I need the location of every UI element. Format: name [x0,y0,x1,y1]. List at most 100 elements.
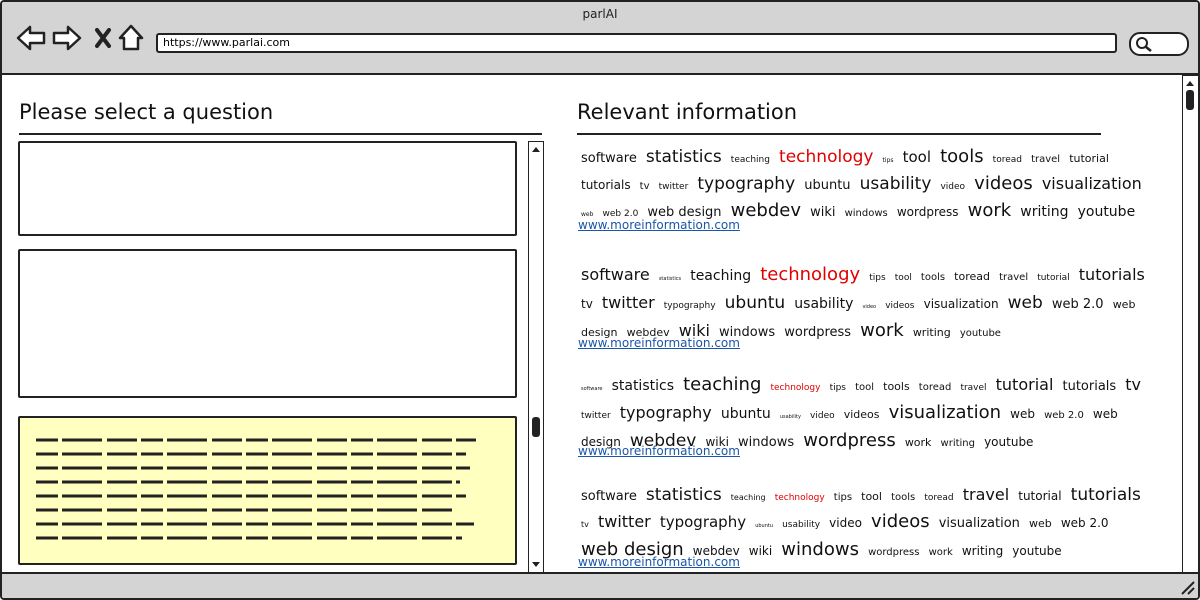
cloud-word[interactable]: tutorials [1062,379,1117,394]
cloud-word[interactable]: wiki [748,544,773,558]
cloud-word[interactable]: technology [770,383,821,393]
cloud-word[interactable]: tools [883,380,910,393]
cloud-word[interactable]: video [862,304,877,310]
cloud-word[interactable]: tool [902,148,932,166]
cloud-word[interactable]: visualization [888,402,1002,423]
cloud-word[interactable]: tv [581,520,589,529]
cloud-word[interactable]: web [1007,293,1043,313]
cloud-word[interactable]: tool [861,490,882,503]
cloud-word[interactable]: wordpress [896,205,959,219]
cloud-word[interactable]: travel [1031,154,1061,165]
cloud-word[interactable]: writing [961,544,1004,558]
cloud-word[interactable]: wordpress [868,547,920,558]
cloud-word[interactable]: tips [833,492,853,503]
cloud-word[interactable]: ubuntu [720,406,771,422]
cloud-word[interactable]: ubuntu [804,178,851,193]
cloud-word[interactable]: tv [1125,375,1142,394]
cloud-word[interactable]: typography [659,513,747,531]
cloud-word[interactable]: webdev [692,544,740,558]
cloud-word[interactable]: visualization [1041,174,1142,193]
more-info-link[interactable]: www.moreinformation.com [578,218,740,232]
cloud-word[interactable]: typography [663,301,716,311]
cloud-word[interactable]: web [581,211,594,218]
cloud-word[interactable]: tutorials [1070,485,1141,505]
cloud-word[interactable]: wiki [810,205,836,220]
cloud-word[interactable]: web design [581,539,684,560]
cloud-word[interactable]: technology [774,493,825,503]
cloud-word[interactable]: web design [581,298,1136,339]
cloud-word[interactable]: visualization [938,516,1020,531]
cloud-word[interactable]: ubuntu [755,523,773,529]
cloud-word[interactable]: web 2.0 [1044,410,1084,421]
cloud-word[interactable]: tools [891,492,916,503]
cloud-word[interactable]: statistics [611,378,674,394]
cloud-word[interactable]: webdev [730,200,802,221]
cloud-word[interactable]: web [1028,517,1052,530]
cloud-word[interactable]: tutorial [1018,489,1062,503]
cloud-word[interactable]: webdev [626,326,670,339]
cloud-word[interactable]: tools [940,146,984,167]
question-option[interactable] [18,249,517,398]
cloud-word[interactable]: technology [760,264,861,285]
cloud-word[interactable]: tutorial [1069,152,1109,165]
cloud-word[interactable]: web 2.0 [1051,297,1104,312]
cloud-word[interactable]: teaching [690,268,752,284]
cloud-word[interactable]: tool [855,382,875,393]
cloud-word[interactable]: teaching [730,155,770,165]
cloud-word[interactable]: webdev [629,431,697,451]
more-info-link[interactable]: www.moreinformation.com [578,555,740,569]
cloud-word[interactable]: software [581,151,637,166]
cloud-word[interactable]: writing [940,438,975,449]
cloud-word[interactable]: typography [697,174,796,194]
cloud-word[interactable]: youtube [1012,544,1062,558]
cloud-word[interactable]: ubuntu [724,293,786,313]
cloud-word[interactable]: twitter [581,411,611,421]
more-info-link[interactable]: www.moreinformation.com [578,336,740,350]
cloud-word[interactable]: software [581,386,603,392]
cloud-word[interactable]: windows [844,208,888,219]
left-scrollbar[interactable] [528,141,544,573]
cloud-word[interactable]: wiki [678,321,710,340]
cloud-word[interactable]: windows [781,539,859,560]
cloud-word[interactable]: usability [794,296,854,312]
cloud-word[interactable]: work [967,200,1012,221]
cloud-word[interactable]: wordpress [784,325,852,340]
cloud-word[interactable]: tips [829,383,846,393]
cloud-word[interactable]: twitter [658,182,689,192]
cloud-word[interactable]: videos [974,173,1033,194]
cloud-word[interactable]: work [928,547,953,558]
cloud-word[interactable]: tool [894,273,912,283]
cloud-word[interactable]: travel [962,485,1010,504]
cloud-word[interactable]: wordpress [803,430,896,451]
cloud-word[interactable]: tools [920,272,946,283]
address-bar[interactable]: https://www.parlai.com [156,33,1117,53]
cloud-word[interactable]: statistics [658,276,682,282]
cloud-word[interactable]: statistics [645,147,722,167]
more-info-link[interactable]: www.moreinformation.com [578,444,740,458]
cloud-word[interactable]: tips [882,157,894,164]
cloud-word[interactable]: writing [1020,204,1069,220]
cloud-word[interactable]: software [581,489,637,504]
cloud-word[interactable]: tv [581,297,593,311]
cloud-word[interactable]: teaching [683,374,762,395]
cloud-word[interactable]: youtube [1077,204,1136,220]
cloud-word[interactable]: video [810,411,835,421]
cloud-word[interactable]: toread [924,493,954,503]
search-field[interactable] [1129,32,1189,56]
cloud-word[interactable]: videos [885,301,915,311]
cloud-word[interactable]: tv [639,181,650,192]
cloud-word[interactable]: typography [619,403,712,422]
cloud-word[interactable]: statistics [645,485,722,505]
cloud-word[interactable]: video [829,516,862,530]
cloud-word[interactable]: web design [581,407,1118,449]
cloud-word[interactable]: youtube [959,328,1001,339]
cloud-word[interactable]: videos [843,408,880,421]
cloud-word[interactable]: web 2.0 [1060,516,1109,530]
cloud-word[interactable]: travel [960,383,987,393]
cloud-word[interactable]: writing [912,326,951,339]
cloud-word[interactable]: toread [954,270,990,283]
cloud-word[interactable]: twitter [597,512,651,531]
cloud-word[interactable]: technology [779,147,874,167]
cloud-word[interactable]: videos [871,511,930,532]
cloud-word[interactable]: tutorial [995,375,1054,394]
